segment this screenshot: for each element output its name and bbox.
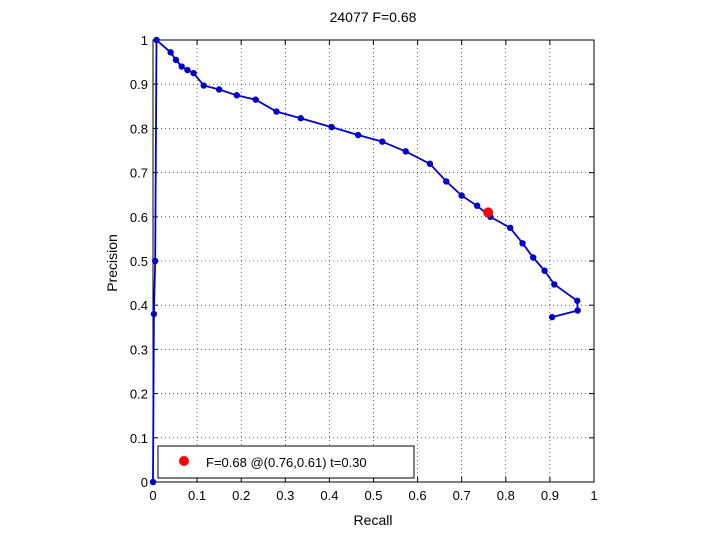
data-point	[149, 478, 157, 486]
data-point	[402, 148, 409, 155]
data-point	[184, 66, 191, 74]
y-tick-label: 0.4	[130, 298, 148, 313]
y-tick-label: 1	[141, 33, 148, 48]
x-tick-label: 0.3	[276, 488, 294, 503]
x-tick-label: 0.2	[232, 488, 250, 503]
y-tick-label: 0.8	[130, 121, 148, 136]
x-tick-label: 1	[590, 488, 597, 503]
chart-title: 24077 F=0.68	[330, 9, 417, 25]
data-point	[252, 96, 259, 103]
x-tick-labels: 0 0.1 0.2 0.3 0.4 0.5 0.6 0.7 0.8 0.9 1	[149, 488, 597, 503]
y-tick-label: 0.7	[130, 166, 148, 181]
data-point	[233, 92, 240, 99]
data-point	[519, 240, 526, 247]
x-tick-label: 0.1	[188, 488, 206, 503]
data-point	[297, 115, 304, 122]
data-point	[328, 123, 335, 131]
data-point	[529, 254, 537, 261]
legend: F=0.68 @(0.76,0.61) t=0.30	[157, 445, 415, 479]
x-tick-label: 0.7	[453, 488, 471, 503]
y-tick-label: 0.9	[130, 77, 148, 92]
x-tick-label: 0.8	[497, 488, 515, 503]
data-point	[152, 257, 159, 265]
data-point	[426, 160, 434, 167]
data-point	[507, 224, 514, 232]
x-axis-title: Recall	[354, 512, 393, 528]
data-point	[190, 69, 197, 77]
y-tick-label: 0.1	[130, 431, 148, 446]
data-point	[178, 63, 185, 70]
x-tick-label: 0	[149, 488, 156, 503]
x-tick-label: 0.9	[541, 488, 559, 503]
data-point	[541, 267, 548, 274]
best-f-point-marker	[483, 207, 494, 218]
data-point	[458, 192, 465, 199]
x-tick-label: 0.6	[409, 488, 427, 503]
data-point	[150, 310, 158, 318]
y-tick-label: 0	[141, 475, 148, 490]
legend-marker	[179, 456, 189, 466]
y-tick-label: 0.5	[130, 254, 148, 269]
data-point	[473, 202, 481, 209]
data-point	[354, 131, 362, 139]
y-tick-label: 0.2	[130, 387, 148, 402]
data-point	[172, 56, 180, 64]
data-point	[273, 108, 280, 115]
data-point	[574, 297, 581, 304]
data-point	[443, 178, 450, 185]
data-markers	[149, 36, 581, 486]
x-tick-label: 0.4	[320, 488, 338, 503]
y-tick-labels: 0 0.1 0.2 0.3 0.4 0.5 0.6 0.7 0.8 0.9 1	[130, 33, 148, 490]
data-point	[574, 307, 581, 314]
legend-box	[157, 445, 415, 479]
grid-lines	[153, 40, 594, 482]
data-point	[200, 82, 207, 89]
y-tick-label: 0.3	[130, 342, 148, 357]
x-tick-label: 0.5	[364, 488, 382, 503]
y-tick-label: 0.6	[130, 210, 148, 225]
data-point	[167, 49, 174, 56]
data-point	[215, 86, 223, 93]
y-axis-title: Precision	[104, 234, 120, 292]
data-point	[153, 36, 160, 44]
legend-label: F=0.68 @(0.76,0.61) t=0.30	[206, 455, 367, 470]
data-point	[548, 313, 556, 321]
data-point	[551, 281, 558, 288]
data-point	[379, 138, 386, 145]
